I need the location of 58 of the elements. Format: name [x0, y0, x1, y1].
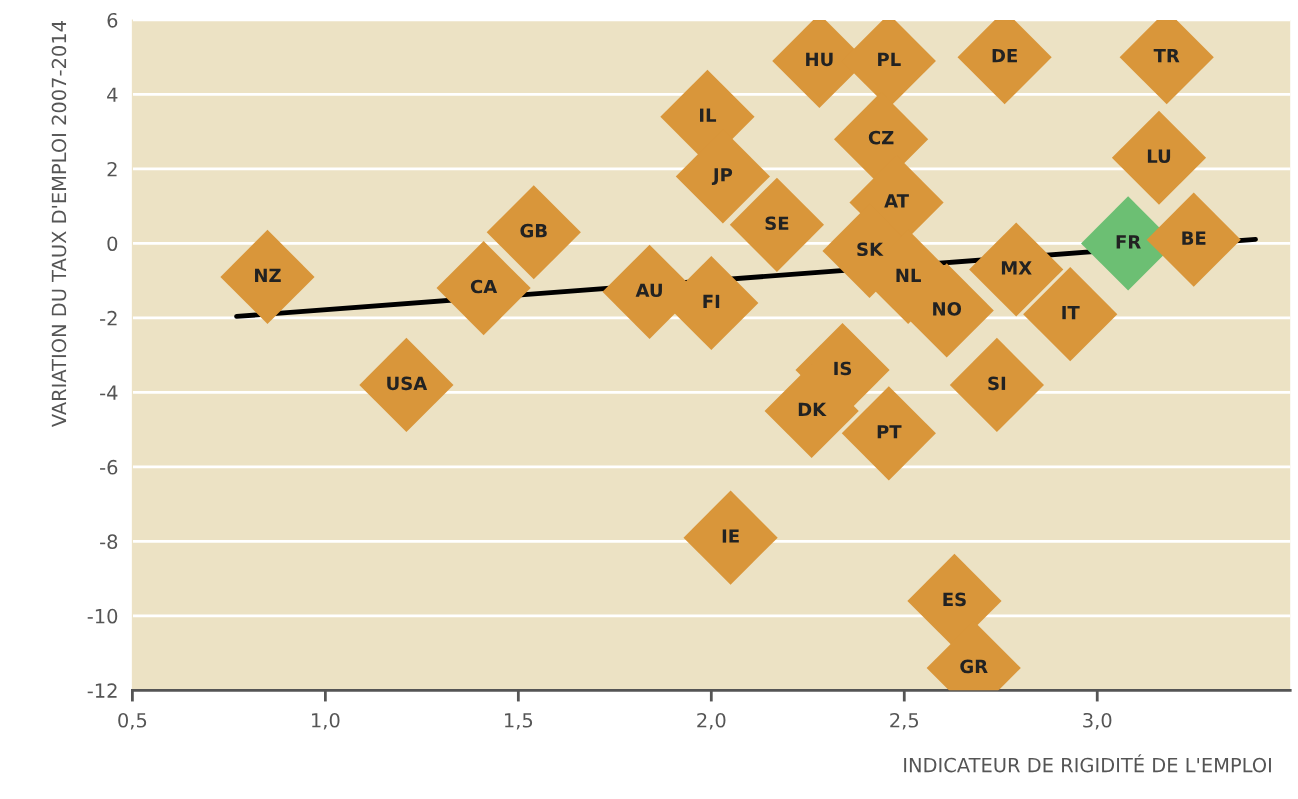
- x-tick-label: 2,5: [890, 712, 919, 730]
- x-axis-title: INDICATEUR DE RIGIDITÉ DE L'EMPLOI: [904, 754, 1271, 773]
- annotation: IS: [834, 361, 852, 376]
- y-tick-label: 2: [107, 161, 117, 177]
- annotation: IL: [699, 108, 717, 122]
- point: [1146, 192, 1241, 287]
- point: [436, 241, 531, 336]
- annotation: TR: [1153, 49, 1180, 63]
- annotation: SK: [857, 242, 884, 257]
- annotation: DE: [992, 49, 1017, 63]
- point: [486, 185, 581, 280]
- point: [683, 490, 778, 585]
- annotation: PT: [877, 425, 902, 439]
- y-tick-label: -10: [87, 608, 118, 624]
- y-tick-label: -2: [100, 310, 117, 326]
- point: [841, 386, 936, 481]
- annotation: PL: [878, 52, 901, 66]
- x-tick-label: 1,5: [505, 713, 533, 730]
- y-axis-title: VARIATION DU TAUX D'EMPLOI 2007-2014: [51, 21, 67, 428]
- x-tick-label: 0,5: [118, 712, 147, 730]
- y-tick-label: 0: [107, 236, 118, 252]
- annotation: IE: [722, 529, 739, 543]
- y-tick-label: -4: [100, 385, 118, 400]
- point: [359, 337, 454, 433]
- point: [949, 337, 1044, 433]
- annotation: HU: [806, 52, 833, 67]
- annotation: JP: [711, 168, 733, 185]
- annotation: NO: [933, 302, 962, 316]
- annotation: NZ: [255, 268, 281, 282]
- annotation: BE: [1182, 231, 1206, 245]
- annotation: FI: [703, 294, 720, 308]
- annotation: FR: [1116, 235, 1141, 249]
- point: [1111, 110, 1207, 205]
- point: [969, 222, 1064, 317]
- y-tick-label: -12: [87, 683, 117, 698]
- annotation: AU: [635, 283, 662, 298]
- annotation: USA: [387, 376, 428, 391]
- x-tick-label: 1,0: [312, 712, 340, 730]
- point: [220, 229, 315, 325]
- x-tick-label: 2,0: [697, 712, 726, 730]
- y-tick-label: -8: [100, 534, 118, 550]
- y-tick-label: -6: [100, 459, 118, 475]
- annotation: ES: [943, 592, 966, 607]
- annotation: SI: [988, 376, 1006, 391]
- annotation: CZ: [868, 130, 894, 145]
- annotation: CA: [470, 279, 498, 294]
- x-tick-label: 3,0: [1083, 712, 1112, 730]
- annotation: DK: [798, 402, 827, 416]
- y-tick-label: 4: [107, 87, 118, 102]
- annotation: MX: [1001, 261, 1032, 275]
- annotation: IT: [1062, 306, 1080, 320]
- annotation: SE: [765, 216, 789, 231]
- annotation: AT: [884, 194, 909, 208]
- annotation: GR: [960, 659, 988, 674]
- annotation: LU: [1147, 149, 1171, 164]
- annotation: GB: [520, 223, 547, 238]
- annotation: NL: [896, 268, 921, 282]
- y-tick-label: 6: [107, 12, 118, 28]
